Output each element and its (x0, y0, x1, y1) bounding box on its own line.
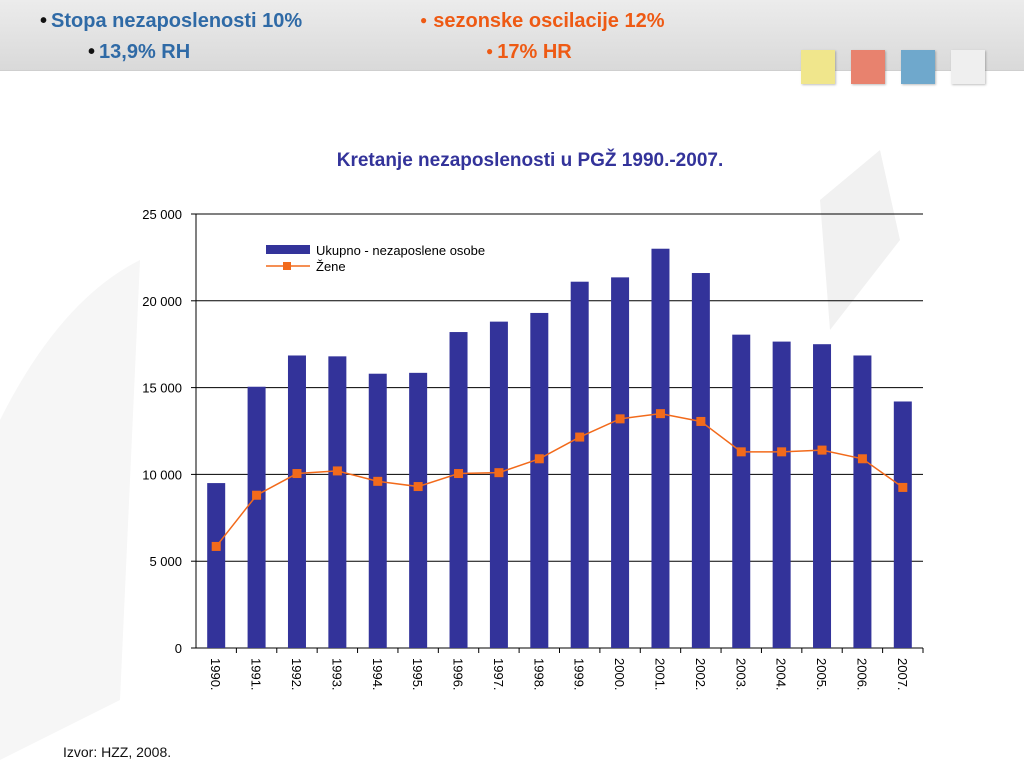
header-stat-hr: ● 17% HR (486, 41, 572, 64)
chart-title: Kretanje nezaposlenosti u PGŽ 1990.-2007… (336, 150, 724, 171)
color-square-2 (851, 50, 885, 84)
line-point (332, 466, 342, 476)
bar (651, 248, 670, 648)
line-point (211, 541, 221, 551)
source-note: Izvor: HZZ, 2008. (63, 744, 172, 760)
line-point (373, 476, 383, 486)
bar (409, 372, 428, 648)
x-tick-label: 1997. (491, 658, 506, 691)
bar (893, 401, 912, 648)
legend-label-ukupno: Ukupno - nezaposlene osobe (316, 243, 485, 258)
x-tick-label: 2001. (652, 658, 667, 691)
line-point (252, 490, 262, 500)
header-stat-rh: • 13,9% RH (88, 41, 190, 64)
header-stat-unemployment-rate: • Stopa nezaposlenosti 10% (40, 10, 302, 33)
line-point (454, 469, 464, 479)
x-tick-label: 1992. (289, 658, 304, 691)
line-point (736, 447, 746, 457)
x-tick-label: 2007. (895, 658, 910, 691)
line-point (534, 454, 544, 464)
legend-swatch-marker (283, 262, 291, 270)
x-tick-label: 1996. (451, 658, 466, 691)
seasonal-oscillation-text: sezonske oscilacije 12% (433, 10, 665, 32)
x-tick-label: 2003. (733, 658, 748, 691)
bullet-icon: • (88, 41, 96, 63)
y-tick-label: 15 000 (142, 381, 182, 396)
bar (611, 277, 630, 648)
x-tick-label: 2002. (693, 658, 708, 691)
x-tick-label: 1998. (531, 658, 546, 691)
unemployment-rate-text: Stopa nezaposlenosti 10% (51, 10, 303, 32)
hr-rate-text: 17% HR (497, 41, 572, 63)
x-tick-label: 2006. (854, 658, 869, 691)
line-point (817, 445, 827, 455)
y-tick-label: 5 000 (149, 554, 182, 569)
bar (449, 332, 468, 648)
x-tick-label: 1994. (370, 658, 385, 691)
line-point (655, 409, 665, 419)
rh-rate-text: 13,9% RH (99, 41, 191, 63)
x-tick-label: 1993. (329, 658, 344, 691)
x-tick-label: 1999. (572, 658, 587, 691)
color-square-4 (951, 50, 985, 84)
x-tick-label: 1990. (208, 658, 223, 691)
line-point (777, 447, 787, 457)
header-stat-seasonal: ● sezonske oscilacije 12% (420, 10, 665, 33)
x-tick-label: 2004. (774, 658, 789, 691)
legend-label-zene: Žene (316, 259, 346, 274)
line-series-zene (215, 412, 904, 547)
x-tick-label: 1991. (249, 658, 264, 691)
bar (247, 386, 266, 648)
line-point (615, 414, 625, 424)
y-tick-label: 25 000 (142, 207, 182, 222)
bar (732, 334, 751, 648)
line-point (413, 482, 423, 492)
legend-swatch-bar (266, 245, 310, 254)
bar (853, 355, 872, 648)
bar (489, 321, 508, 648)
bar (530, 312, 549, 648)
bar (691, 273, 710, 648)
line-point (292, 469, 302, 479)
bar (772, 341, 791, 648)
y-tick-label: 0 (175, 641, 182, 656)
bar (207, 483, 226, 648)
line-point (575, 432, 585, 442)
bar (813, 344, 832, 648)
dot-bullet-icon: ● (420, 13, 428, 27)
x-tick-label: 1995. (410, 658, 425, 691)
bullet-icon: • (40, 10, 48, 32)
y-tick-label: 10 000 (142, 467, 182, 482)
x-tick-label: 2000. (612, 658, 627, 691)
color-square-1 (801, 50, 835, 84)
line-point (857, 454, 867, 464)
line-point (494, 468, 504, 478)
bar (328, 356, 347, 648)
bar (368, 373, 387, 648)
y-tick-label: 20 000 (142, 294, 182, 309)
bar (570, 281, 589, 648)
dot-bullet-icon: ● (486, 44, 494, 58)
color-square-3 (901, 50, 935, 84)
bar (287, 355, 306, 648)
line-point (696, 416, 706, 426)
line-point (898, 482, 908, 492)
x-tick-label: 2005. (814, 658, 829, 691)
